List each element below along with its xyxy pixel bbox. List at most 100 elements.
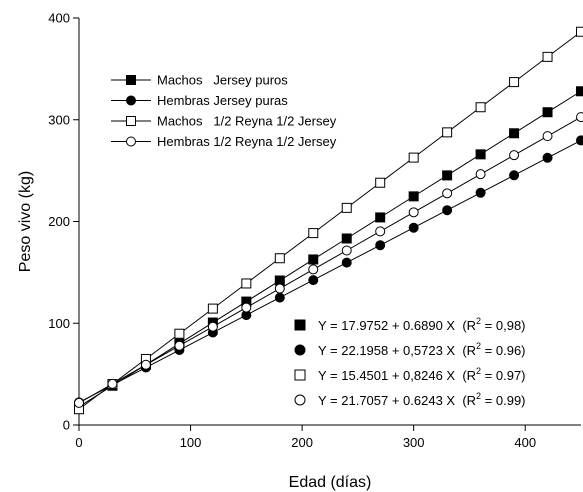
legend: Machos Jersey puros Hembras Jersey puras M… [111, 73, 337, 149]
data-point [509, 128, 520, 139]
legend-label: Machos Jersey puros [157, 73, 288, 88]
legend-label: Hembras Jersey puras [157, 93, 288, 108]
data-point [442, 170, 453, 181]
data-point [207, 303, 218, 314]
data-point [341, 202, 352, 213]
data-point [207, 321, 218, 332]
data-point [241, 302, 252, 313]
series-open-circle [74, 112, 583, 408]
data-point [442, 188, 453, 199]
equation-tail: = 0.99) [481, 393, 525, 408]
equation-superscript: 2 [476, 341, 481, 351]
equation-marker [294, 394, 306, 406]
data-point [274, 253, 285, 264]
equation-label: Y = 15.4501 + 0,8246 X (R2 = 0.97) [318, 366, 526, 383]
data-point [542, 107, 553, 118]
data-point [542, 51, 553, 62]
data-point [576, 26, 583, 37]
legend-marker [126, 136, 136, 147]
equation-marker [294, 344, 306, 356]
legend-label: Machos 1/2 Reyna 1/2 Jersey [157, 114, 337, 129]
equation-tail: = 0,98) [481, 318, 525, 333]
data-point [475, 169, 486, 180]
data-point [341, 245, 352, 256]
data-point [475, 187, 486, 198]
regression-equations: Y = 17.9752 + 0.6890 X (R2 = 0,98)Y = 22… [294, 316, 526, 408]
y-tick-label: 300 [48, 112, 70, 127]
legend-item: Hembras Jersey puras [111, 93, 288, 108]
data-point [308, 254, 319, 265]
data-point [408, 222, 419, 233]
data-point [375, 177, 386, 188]
axes: 0 100 200 300 400 0 100 200 300 400 Edad (días) Pes… [17, 11, 581, 491]
equation-item: Y = 21.7057 + 0.6243 X (R2 = 0.99) [294, 391, 526, 408]
x-tick-label: 200 [291, 435, 313, 450]
equation-superscript: 2 [476, 316, 481, 326]
data-point [475, 102, 486, 113]
data-point [576, 112, 583, 123]
equation-label: Y = 17.9752 + 0.6890 X (R2 = 0,98) [318, 316, 526, 333]
series-layer [74, 26, 583, 415]
data-point [140, 359, 151, 370]
x-tick-label: 400 [514, 435, 536, 450]
data-point [375, 226, 386, 237]
legend-item: Hembras 1/2 Reyna 1/2 Jersey [111, 134, 337, 149]
data-point [308, 228, 319, 239]
legend-label: Hembras 1/2 Reyna 1/2 Jersey [157, 134, 337, 149]
equation-marker [294, 369, 306, 381]
y-tick-label: 400 [48, 11, 70, 26]
x-tick-label: 300 [403, 435, 425, 450]
equation-item: Y = 22.1958 + 0,5723 X (R2 = 0.96) [294, 341, 526, 358]
y-tick-label: 200 [48, 214, 70, 229]
data-point [74, 397, 84, 408]
data-point [408, 152, 419, 163]
x-tick-label: 100 [180, 435, 202, 450]
y-tick-label: 0 [63, 418, 70, 433]
legend-item: Machos Jersey puros [111, 73, 288, 88]
equation-tail: = 0.96) [481, 343, 525, 358]
equation-main: Y = 17.9752 + 0.6890 X (R [318, 318, 476, 333]
series-line [78, 139, 582, 403]
data-point [408, 191, 419, 202]
data-point [375, 240, 386, 251]
equation-superscript: 2 [476, 391, 481, 401]
equation-item: Y = 17.9752 + 0.6890 X (R2 = 0,98) [294, 316, 526, 333]
series-line [78, 31, 582, 410]
data-point [375, 212, 386, 223]
legend-marker [126, 95, 136, 106]
x-axis-title: Edad (días) [289, 474, 372, 491]
equation-label: Y = 21.7057 + 0.6243 X (R2 = 0.99) [318, 391, 526, 408]
data-point [341, 257, 352, 268]
data-point [274, 283, 285, 294]
series-line [78, 90, 582, 408]
data-point [509, 77, 520, 88]
data-point [542, 152, 553, 163]
data-point [576, 86, 583, 97]
data-point [274, 292, 285, 303]
data-point [107, 378, 118, 389]
data-point [442, 205, 453, 216]
series-line [78, 116, 582, 404]
legend-item: Machos 1/2 Reyna 1/2 Jersey [111, 114, 337, 129]
data-point [174, 340, 185, 351]
equation-tail: = 0.97) [481, 368, 525, 383]
data-point [308, 275, 319, 286]
data-point [509, 150, 520, 161]
data-point [341, 233, 352, 244]
data-point [442, 127, 453, 138]
x-tick-label: 0 [75, 435, 82, 450]
data-point [308, 264, 319, 275]
data-point [576, 135, 583, 146]
equation-item: Y = 15.4501 + 0,8246 X (R2 = 0.97) [294, 366, 526, 383]
data-point [542, 131, 553, 142]
equation-superscript: 2 [476, 366, 481, 376]
data-point [475, 149, 486, 160]
series-open-square [74, 26, 583, 415]
y-tick-label: 100 [48, 316, 70, 331]
equation-marker [294, 319, 306, 331]
equation-main: Y = 21.7057 + 0.6243 X (R [318, 393, 476, 408]
legend-marker [126, 116, 136, 126]
data-point [174, 328, 185, 339]
data-point [241, 278, 252, 289]
